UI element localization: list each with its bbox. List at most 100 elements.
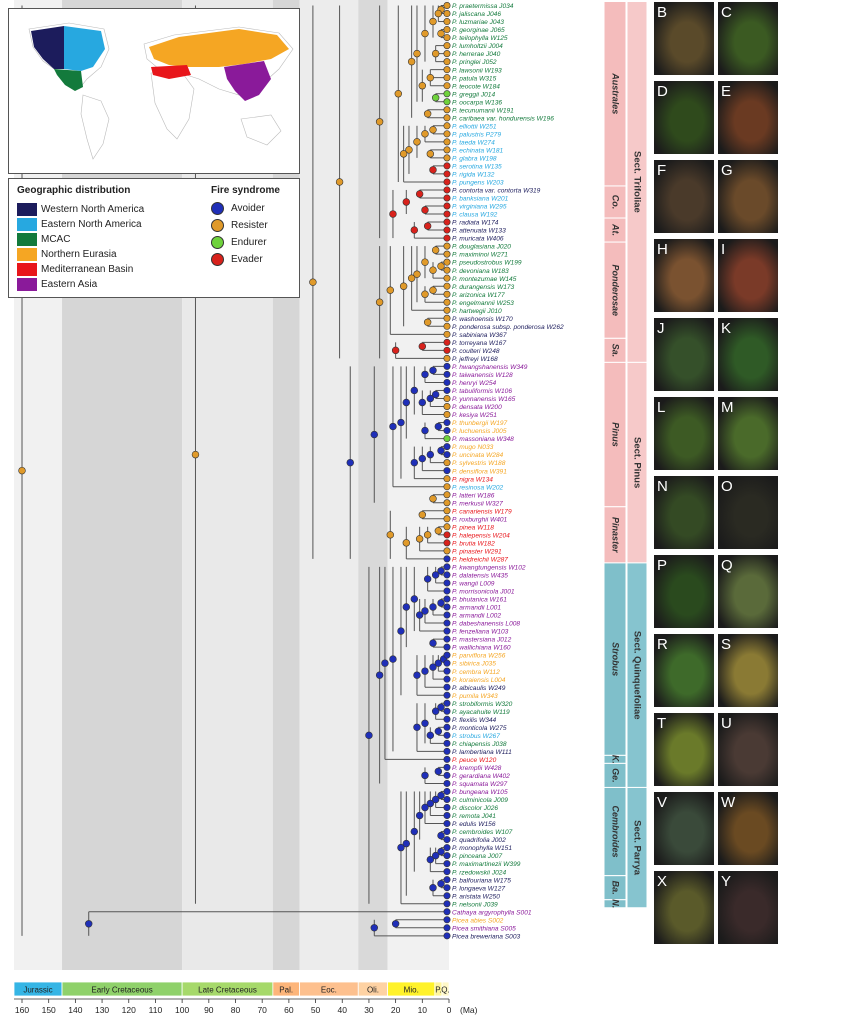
ancestral-state-node: [413, 270, 421, 278]
ancestral-state-node: [397, 418, 405, 427]
cone-photo-label: T: [657, 715, 667, 732]
taxon-label: P. thunbergii W197: [452, 420, 508, 427]
ancestral-state-node: [85, 920, 93, 928]
time-axis-tick-label: 150: [42, 1005, 56, 1015]
tip-fire-state: [443, 603, 451, 611]
subsection-label: Sa.: [611, 344, 621, 358]
tip-fire-state: [443, 354, 451, 362]
ancestral-state-node: [429, 603, 437, 611]
ancestral-state-node: [421, 667, 429, 675]
taxon-label: P. albicaulis W249: [452, 685, 506, 692]
taxon-label: P. halepensis W204: [452, 532, 510, 539]
ancestral-state-node: [429, 663, 437, 671]
taxon-label: P. devoniana W183: [452, 268, 509, 275]
time-axis-tick-label: 30: [364, 1005, 374, 1015]
tip-fire-state: [443, 932, 451, 940]
ancestral-state-node: [410, 595, 419, 603]
ancestral-state-node: [423, 575, 432, 583]
tip-fire-state: [443, 18, 451, 26]
taxon-label: P. nigra W134: [452, 476, 493, 483]
section-strip: [626, 786, 648, 909]
cone-photo: X: [654, 871, 714, 944]
tip-fire-state: [443, 378, 451, 386]
subsection-label: Co.: [611, 195, 621, 210]
ancestral-state-node: [437, 567, 445, 575]
taxon-label: Picea smithiana S005: [452, 925, 516, 932]
ancestral-state-node: [431, 390, 440, 399]
taxon-label: P. pseudostrobus W199: [452, 260, 522, 267]
taxon-label: P. krempfii W428: [452, 765, 502, 772]
cone-photo: K: [718, 318, 778, 391]
ancestral-state-node: [375, 298, 384, 306]
cone-photo: U: [718, 713, 778, 786]
cone-photo-label: D: [657, 83, 668, 100]
fire-legend-dot: [211, 253, 224, 266]
cone-photo-grid: B C D E F G H I J K L M N O P Q R S T U V W X Y: [654, 2, 854, 950]
taxon-label: P. ayacahuite W119: [452, 709, 510, 716]
ancestral-state-node: [431, 795, 440, 804]
tip-fire-state: [443, 852, 451, 860]
cone-photo-label: P: [657, 557, 668, 574]
geologic-period-label: Mio.: [404, 986, 419, 995]
section-label: Sect. Parrya: [631, 820, 642, 876]
geo-legend-label: Western North America: [41, 204, 145, 215]
taxon-label: P. jaliscana J046: [452, 11, 501, 18]
taxon-label: P. palustris P279: [452, 131, 501, 138]
ancestral-state-node: [426, 450, 435, 459]
time-axis-tick-label: 10: [418, 1005, 428, 1015]
taxon-label: P. dabeshanensis L008: [452, 621, 520, 628]
cone-photo: B: [654, 2, 714, 75]
tip-fire-state: [443, 435, 451, 443]
tip-fire-state: [443, 900, 451, 908]
ancestral-state-node: [423, 318, 432, 326]
tip-fire-state: [443, 892, 451, 900]
ancestral-state-node: [405, 146, 413, 154]
tip-fire-state: [443, 571, 451, 579]
cone-photo: L: [654, 397, 714, 470]
cone-photo: G: [718, 160, 778, 233]
tip-fire-state: [443, 298, 451, 306]
ancestral-state-node: [431, 571, 440, 579]
taxon-label: P. mugo N033: [452, 444, 494, 451]
taxon-label: P. elliottii W251: [452, 123, 497, 130]
tip-fire-state: [443, 250, 451, 258]
tip-fire-state: [443, 820, 451, 828]
taxon-label: P. morrisonicola J001: [452, 589, 515, 596]
cone-photo-label: Y: [721, 873, 732, 890]
tip-fire-state: [443, 755, 451, 763]
tip-fire-state: [443, 443, 451, 451]
tip-fire-state: [443, 306, 451, 314]
ancestral-state-node: [437, 831, 445, 840]
tip-fire-state: [443, 154, 451, 162]
cone-photo: J: [654, 318, 714, 391]
tip-fire-state: [443, 146, 451, 154]
taxon-label: P. strobus W267: [452, 733, 500, 740]
taxon-label: P. arizonica W177: [452, 292, 505, 299]
tip-fire-state: [443, 66, 451, 74]
ancestral-state-node: [413, 671, 421, 679]
tip-fire-state: [443, 803, 451, 811]
tip-fire-state: [443, 90, 451, 98]
cone-photo-label: Q: [721, 557, 733, 574]
tip-fire-state: [443, 274, 451, 282]
cone-photo: T: [654, 713, 714, 786]
geo-legend-swatch: [17, 218, 37, 231]
ancestral-state-node: [407, 57, 416, 66]
taxon-label: P. tabuliformis W106: [452, 388, 512, 395]
tip-fire-state: [443, 868, 451, 876]
tip-fire-state: [443, 924, 451, 932]
ancestral-state-node: [402, 839, 411, 848]
ancestral-state-node: [418, 81, 427, 90]
geologic-period-label: Late Cretaceous: [198, 986, 257, 995]
tip-fire-state: [443, 651, 451, 659]
subsection-label: Ba.: [611, 881, 621, 895]
tip-fire-state: [443, 515, 451, 523]
tip-fire-state: [443, 547, 451, 555]
time-axis-tick-label: 40: [338, 1005, 348, 1015]
taxon-label: P. discolor J026: [452, 805, 498, 812]
ancestral-state-node: [431, 851, 440, 860]
cone-photo: M: [718, 397, 778, 470]
map-region-eastern-north-america: [64, 26, 105, 71]
tip-fire-state: [443, 170, 451, 178]
